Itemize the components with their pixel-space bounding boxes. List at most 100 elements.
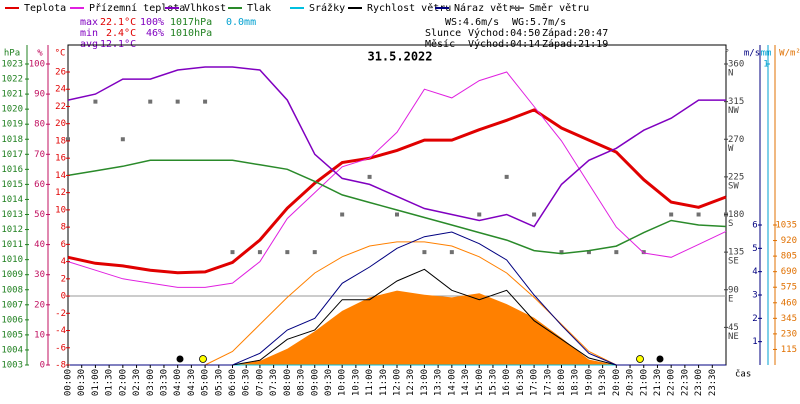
x-tick-label: 23:00 [694,369,704,396]
sun-icon [199,355,207,363]
legend-label: Tlak [247,3,271,14]
y-tick-label: 1035 [775,221,797,231]
x-tick-label: 07:00 [255,369,265,396]
x-tick-label: 04:00 [173,369,183,396]
y-tick-label: 1023 [1,60,23,70]
y-tick-label: 1015 [1,180,23,190]
x-tick-label: 12:30 [406,369,416,396]
direction-point [175,99,180,104]
y-tick-label: 16 [55,154,66,164]
y-tick-label: 1010 [1,255,23,265]
stats: max 22.1°C 100% 1017hPa 0.0mm min 2.4°C … [80,17,608,50]
direction-point [203,99,208,104]
stat-label: max [80,17,98,28]
direction-point [504,174,509,179]
y-tick-name: NE [728,332,739,342]
x-tick-label: 10:00 [338,369,348,396]
x-tick-label: 05:30 [214,369,224,396]
x-tick-label: 18:30 [571,369,581,396]
x-tick-label: 08:00 [283,369,293,396]
direction-point [422,250,427,255]
y-tick-label: 1005 [1,330,23,340]
x-tick-label: 17:30 [543,369,553,396]
y-tick-label: 1019 [1,120,23,130]
y-tick-label: 12 [55,188,66,198]
stat: 1017hPa [170,17,212,28]
direction-point [120,137,125,142]
y-tick-label: 80 [34,120,45,130]
legend-label: Vlhkost [184,3,226,14]
y-tick-label: 1006 [1,315,23,325]
y-tick-label: 6 [61,240,66,250]
y-tick-label: 90 [728,285,739,295]
y-tick-label: 1004 [1,345,23,355]
series-line [67,66,726,228]
x-tick-label: 09:30 [324,369,334,396]
x-tick-label: 16:00 [502,369,512,396]
y-tick-label: 920 [781,236,797,246]
axis-title: ° [724,49,729,59]
direction-point [340,212,345,217]
x-tick-label: 11:00 [365,369,375,396]
x-tick-label: 06:30 [242,369,252,396]
y-tick-label: 115 [781,345,797,355]
x-tick-label: 02:30 [132,369,142,396]
stat: 100% [140,17,164,28]
y-tick-label: 230 [781,329,797,339]
y-tick-label: 1020 [1,105,23,115]
y-tick-label: 10 [55,205,66,215]
sun-icon [636,355,644,363]
y-tick-name: SW [728,181,739,191]
moon-icon [176,355,184,363]
y-tick-label: 1008 [1,285,23,295]
y-tick-label: 1022 [1,75,23,85]
direction-point [477,212,482,217]
stat: 46% [146,28,164,39]
y-tick-label: 315 [728,97,744,107]
y-tick-label: 180 [728,210,744,220]
direction-point [532,212,537,217]
x-tick-label: 04:30 [187,369,197,396]
x-tick-label: 13:00 [420,369,430,396]
x-tick-label: 03:00 [146,369,156,396]
y-tick-name: N [728,69,733,79]
direction-point [257,250,262,255]
x-tick-label: 01:30 [105,369,115,396]
y-tick-name: W [728,144,734,154]
y-tick-name: E [728,294,733,304]
y-tick-label: 1007 [1,300,23,310]
y-tick-name: NW [728,106,739,116]
y-tick-label: 90 [34,90,45,100]
x-tick-label: 12:00 [393,369,403,396]
axis-title: m/s [744,49,760,59]
axis-title: % [37,49,43,59]
stat: WS:4.6m/s [445,17,499,28]
y-tick-label: 1017 [1,150,23,160]
direction-point [367,174,372,179]
sun-moon-icons [176,355,664,363]
x-tick-label: 15:30 [488,369,498,396]
y-tick-label: 5 [752,244,757,254]
legend-label: Náraz větru [454,2,520,14]
x-tick-label: 15:00 [475,369,485,396]
y-tick-label: 135 [728,248,744,258]
y-tick-name: S [728,219,733,229]
direction-point [641,250,646,255]
y-tick-label: -8 [55,361,66,371]
y-tick-label: 690 [781,267,797,277]
y-tick-label: 18 [55,136,66,146]
y-tick-label: 225 [728,172,744,182]
direction-point [669,212,674,217]
y-tick-label: 4 [61,257,66,267]
x-tick-label: 00:30 [77,369,87,396]
y-tick-label: 0 [40,361,45,371]
y-tick-label: 26 [55,68,66,78]
series-line [67,159,727,255]
axis-title: hPa [4,49,20,59]
y-tick-label: 20 [34,300,45,310]
x-tick-label: 14:30 [461,369,471,396]
x-axis-label: čas [735,369,751,380]
legend-label: Rychlost větru [367,2,451,14]
direction-point [148,99,153,104]
